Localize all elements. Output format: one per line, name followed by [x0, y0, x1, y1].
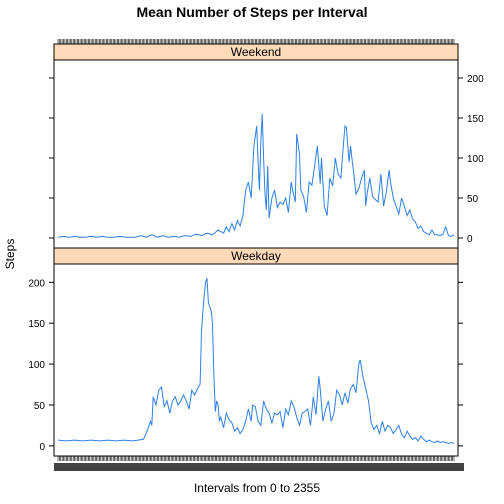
y-tick-label: 50: [467, 194, 479, 205]
panels: Weekend 0 50 100 150 200 Weekday 0 50 100 150 200: [28, 43, 484, 457]
y-tick-label: 100: [467, 154, 484, 165]
x-tick-marks: [57, 39, 455, 44]
strip-label: Weekend: [231, 45, 281, 59]
y-tick-label: 150: [28, 319, 45, 330]
x-tick-marks: [57, 456, 455, 461]
bottom-x-ticks: [54, 456, 464, 471]
panel-frame: [53, 263, 459, 457]
panel-weekday: Weekday 0 50 100 150 200: [28, 247, 463, 457]
panel-weekend: Weekend 0 50 100 150 200: [49, 43, 484, 249]
y-tick-label: 150: [467, 114, 484, 125]
y-tick-label: 200: [467, 74, 484, 85]
strip-label: Weekday: [231, 249, 281, 263]
x-axis-label: Intervals from 0 to 2355: [194, 481, 320, 495]
series-line-weekend: [57, 113, 455, 238]
chart-title: Mean Number of Steps per Interval: [136, 4, 367, 20]
y-tick-label: 50: [34, 401, 46, 412]
y-tick-label: 200: [28, 278, 45, 289]
series-line-weekday: [57, 278, 455, 444]
top-x-ticks: [57, 39, 455, 44]
x-tick-labels-overlap: [54, 463, 464, 471]
y-tick-label: 100: [28, 360, 45, 371]
y-tick-label: 0: [39, 442, 45, 453]
y-axis-label: Steps: [3, 239, 17, 270]
y-tick-label: 0: [467, 234, 473, 245]
panel-frame: [53, 59, 459, 249]
